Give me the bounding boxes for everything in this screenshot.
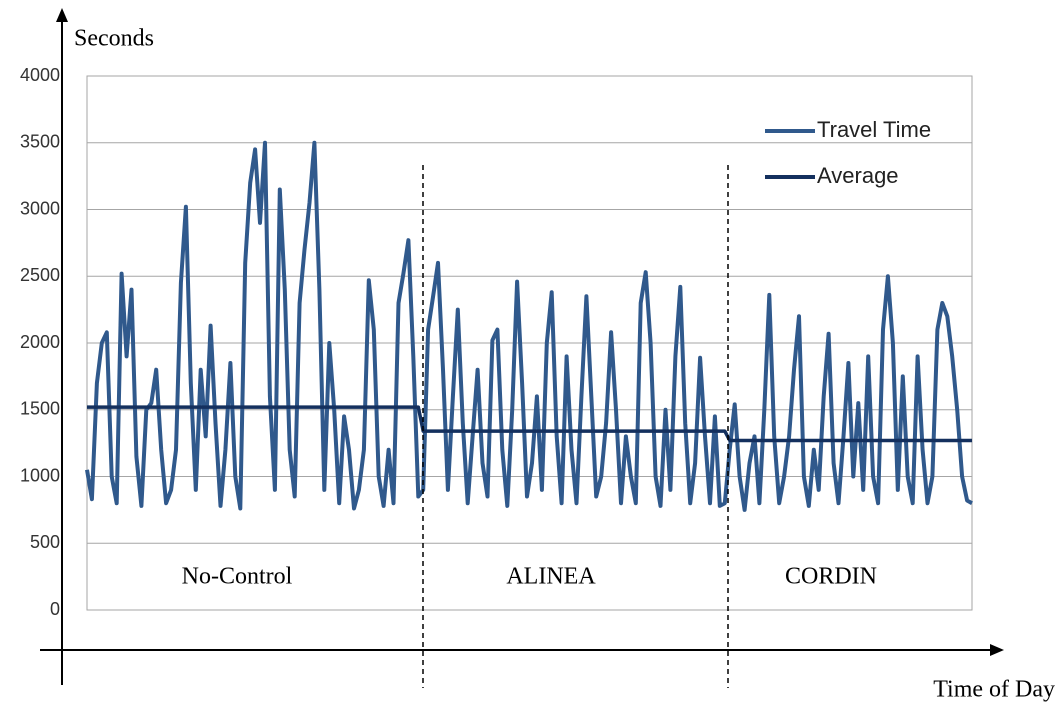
y-tick-label: 2500 — [20, 265, 60, 285]
y-tick-label: 1000 — [20, 465, 60, 485]
region-label: CORDIN — [785, 564, 877, 590]
y-axis-title: Seconds — [74, 26, 154, 52]
series-line — [85, 140, 973, 512]
legend-label: Travel Time — [817, 117, 931, 142]
grid: 0 500 1000 1500 2000 2500 3000 3500 4000 — [20, 65, 972, 619]
plot-border — [86, 75, 973, 611]
lines — [85, 140, 973, 512]
y-tick-label: 3000 — [20, 198, 60, 218]
x-arrow — [990, 644, 1004, 656]
legend: Travel Time Average — [765, 117, 931, 188]
region-label: No-Control — [182, 564, 293, 590]
y-tick-label: 3500 — [20, 132, 60, 152]
y-tick-label: 2000 — [20, 332, 60, 352]
x-axis-title: Time of Day — [933, 677, 1055, 703]
y-arrow — [56, 8, 68, 22]
region-label: ALINEA — [506, 564, 596, 590]
y-tick-label: 0 — [50, 599, 60, 619]
series-line — [87, 405, 972, 443]
y-tick-label: 4000 — [20, 65, 60, 85]
y-tick-label: 1500 — [20, 399, 60, 419]
y-tick-label: 500 — [30, 532, 60, 552]
legend-label: Average — [817, 163, 899, 188]
